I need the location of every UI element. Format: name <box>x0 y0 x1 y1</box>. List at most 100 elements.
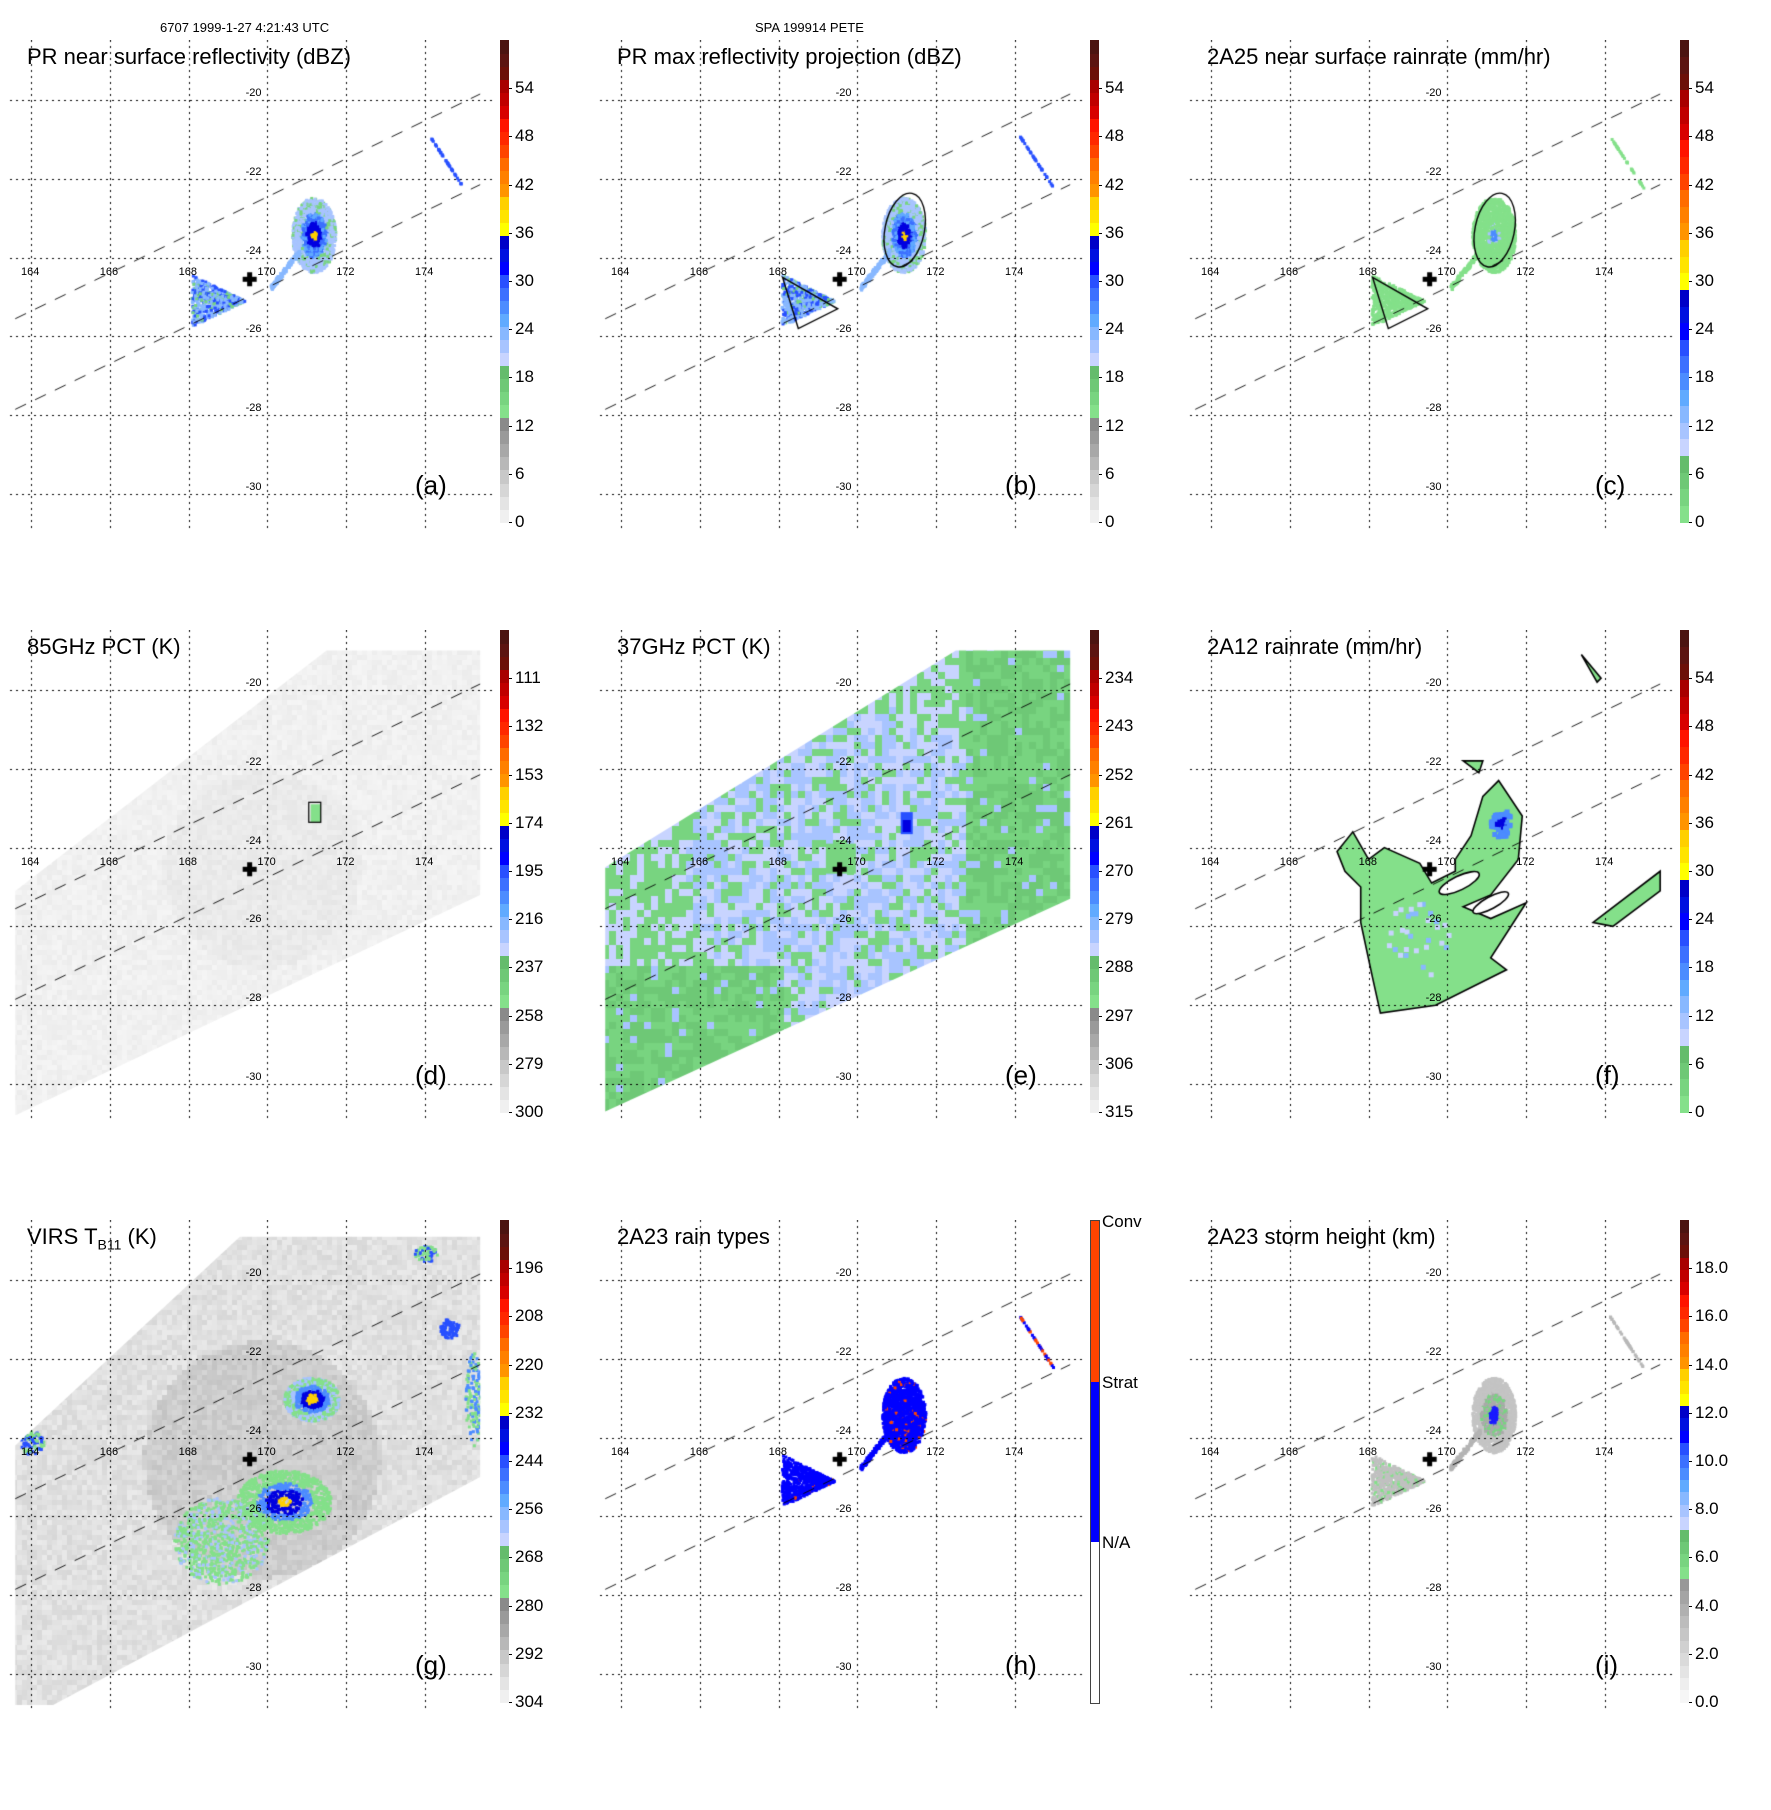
colorbar-segment <box>500 1662 509 1677</box>
colorbar-segment <box>500 300 509 315</box>
panel-title: 85GHz PCT (K) <box>27 634 181 660</box>
colorbar-tick-label: 12 <box>1689 1005 1714 1025</box>
colorbar-segment <box>1680 1615 1689 1629</box>
colorbar-segment <box>1680 438 1689 457</box>
panel-a: 164 166 168 170 172 174 -20 -22 -24 -26 -28 -30 PR n… <box>0 40 590 630</box>
colorbar-tick-label: 2.0 <box>1689 1643 1719 1663</box>
panel-c: 164 166 168 170 172 174 -20 -22 -24 -26 -28 -30 2A25… <box>1180 40 1770 630</box>
lon-label: 170 <box>847 265 866 278</box>
colorbar-segment <box>500 105 509 119</box>
colorbar-segment <box>1090 838 1099 853</box>
colorbar-segment <box>500 79 509 93</box>
colorbar-segment <box>500 1020 509 1035</box>
colorbar-segment <box>1090 300 1099 315</box>
lat-label: -30 <box>245 1071 262 1083</box>
colorbar-tick-label: 30 <box>1689 271 1714 290</box>
colorbar-segment <box>1090 352 1099 367</box>
colorbar-segment <box>500 994 509 1009</box>
colorbar-segment <box>1680 1294 1689 1308</box>
colorbar-segment <box>1680 73 1689 91</box>
colorbar-tick-label: 216 <box>508 909 544 929</box>
colorbar-segment <box>500 838 509 853</box>
colorbar-tick-label: 234 <box>1098 668 1134 688</box>
lon-label: 168 <box>768 265 787 278</box>
colorbar-segment <box>500 1558 509 1573</box>
colorbar-segment <box>1090 144 1099 158</box>
colorbar-segment <box>1090 443 1099 458</box>
lon-label: 172 <box>926 855 945 868</box>
colorbar-segment <box>1680 646 1689 664</box>
colorbar-segment <box>500 1649 509 1664</box>
colorbar-segment <box>500 708 509 722</box>
lon-label: 174 <box>1005 265 1024 278</box>
panel-title-subscript: B11 <box>97 1236 122 1253</box>
lat-label: -20 <box>245 677 262 689</box>
colorbar-segment <box>500 1688 509 1703</box>
colorbar-segment <box>1090 274 1099 289</box>
colorbar-tick-label: 24 <box>509 319 534 339</box>
colorbar-tick-label: 6 <box>1098 463 1115 483</box>
lat-label: -20 <box>835 1267 852 1279</box>
lat-label: -20 <box>245 1267 262 1279</box>
lon-label: 170 <box>1437 1445 1456 1458</box>
colorbar-segment <box>1680 1516 1689 1530</box>
panel-letter: (f) <box>1595 1060 1620 1090</box>
colorbar-segment <box>1090 196 1099 210</box>
colorbar-segment <box>1090 313 1099 328</box>
colorbar-segment <box>500 1610 509 1625</box>
colorbar-segment <box>500 118 509 132</box>
colorbar-segment <box>500 92 509 106</box>
map-canvas-g <box>0 1220 495 1720</box>
colorbar-tick-label: 297 <box>1098 1005 1134 1025</box>
colorbar-segment <box>1090 326 1099 341</box>
colorbar-segment <box>1090 495 1099 510</box>
colorbar-b <box>1090 40 1099 523</box>
lat-label: -30 <box>245 481 262 493</box>
colorbar-segment <box>1680 1062 1689 1080</box>
lat-label: -28 <box>835 1582 852 1595</box>
colorbar-segment <box>1090 157 1099 171</box>
lon-label: 172 <box>926 1445 945 1458</box>
lon-label: 164 <box>1201 1445 1220 1458</box>
panel-title: 2A12 rainrate (mm/hr) <box>1207 634 1422 660</box>
colorbar-segment <box>500 1311 509 1325</box>
lat-label: -30 <box>1425 1071 1442 1083</box>
colorbar-segment <box>500 53 509 67</box>
colorbar-tick-label: 36 <box>509 222 534 242</box>
colorbar-segment <box>1680 829 1689 847</box>
lon-label: 170 <box>257 855 276 868</box>
colorbar-segment <box>500 1480 509 1495</box>
colorbar-segment <box>1680 1318 1689 1332</box>
colorbar-segment <box>1090 656 1099 670</box>
colorbar-segment <box>500 508 509 523</box>
panel-title-text: 37GHz PCT (K) <box>617 634 771 659</box>
lon-label: 168 <box>1358 855 1377 868</box>
colorbar-segment <box>1090 760 1099 774</box>
colorbar-segment <box>500 799 509 813</box>
colorbar-tick-label: 261 <box>1098 812 1134 832</box>
colorbar-segment <box>1680 1677 1689 1691</box>
colorbar-segment <box>1680 630 1689 648</box>
colorbar-segment <box>500 773 509 787</box>
lon-label: 166 <box>1279 855 1299 868</box>
colorbar-tick-label: 48 <box>1689 126 1714 146</box>
lat-label: -28 <box>245 402 262 415</box>
lat-label: -24 <box>245 244 262 257</box>
colorbar-segment <box>500 630 509 644</box>
colorbar-segment <box>1090 916 1099 931</box>
panel-title: 2A23 rain types <box>617 1224 770 1250</box>
lat-label: -28 <box>835 402 852 415</box>
colorbar-tick-label: 14.0 <box>1688 1354 1729 1374</box>
colorbar-tick-label: 6 <box>1688 1053 1705 1073</box>
lat-label: -24 <box>835 244 852 257</box>
panel-letter: (d) <box>415 1060 447 1090</box>
colorbar-segment <box>1090 1007 1099 1022</box>
map-canvas-e <box>590 630 1085 1130</box>
colorbar-segment <box>1680 1331 1689 1345</box>
lat-label: -20 <box>835 677 852 689</box>
colorbar-tick-label: 48 <box>509 126 534 146</box>
colorbar-segment <box>500 183 509 197</box>
colorbar-segment <box>1090 1085 1099 1100</box>
colorbar-segment <box>500 877 509 892</box>
colorbar-segment <box>1680 962 1689 980</box>
